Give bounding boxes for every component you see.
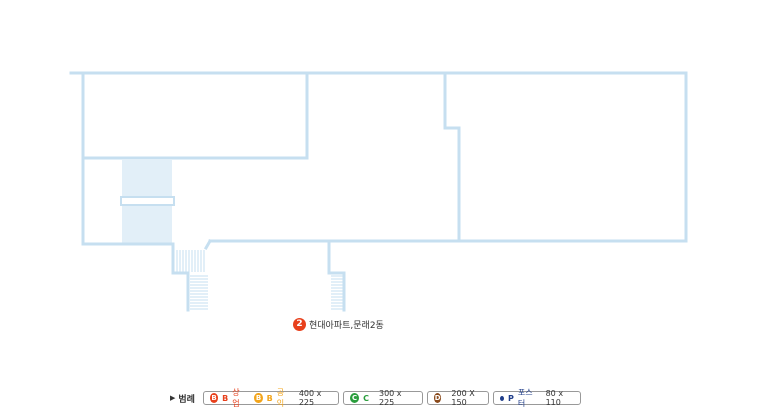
legend: ▶ 범례 B B 상업 B B 공익 400 x 225 C C 300 x 2… bbox=[170, 388, 581, 408]
legend-letter-b-public: B bbox=[266, 393, 273, 403]
wall-left bbox=[81, 71, 175, 246]
exit-right bbox=[327, 239, 346, 312]
room-upper-left bbox=[81, 71, 309, 160]
legend-letter-c: C bbox=[363, 393, 369, 403]
legend-item-p: P 포스터 80 x 110 bbox=[492, 388, 581, 408]
badge-c-icon: C bbox=[349, 393, 360, 403]
badge-b-icon: B bbox=[209, 393, 219, 403]
legend-text-commercial: 상업 bbox=[232, 388, 240, 408]
station-label: 현대아파트,문래2동 bbox=[309, 321, 384, 331]
legend-letter-p: P bbox=[507, 393, 514, 403]
bullet-icon bbox=[499, 395, 504, 401]
legend-text-poster: 포스터 bbox=[517, 388, 533, 408]
wall-top bbox=[69, 71, 688, 243]
station-number-badge: 2 bbox=[293, 318, 306, 331]
legend-title-text: 범례 bbox=[178, 394, 195, 405]
legend-item-d: D 200 X 150 bbox=[426, 389, 489, 407]
legend-size-b: 400 x 225 bbox=[298, 389, 322, 407]
room-divider-right bbox=[443, 71, 461, 243]
stairs-upper bbox=[122, 160, 172, 243]
legend-size-p: 80 x 110 bbox=[545, 389, 564, 407]
corridor-left-inner bbox=[203, 238, 213, 251]
triangle-right-icon: ▶ bbox=[170, 394, 176, 402]
stairs-lower-left bbox=[176, 250, 208, 310]
legend-item-c: C C 300 x 225 bbox=[342, 389, 423, 407]
legend-size-c: 300 x 225 bbox=[378, 389, 402, 407]
stair-landing bbox=[120, 196, 175, 206]
corridor-edge bbox=[171, 242, 190, 312]
stairs-lower-right bbox=[331, 275, 343, 310]
badge-d-icon: D bbox=[433, 393, 442, 403]
badge-b-public-icon: B bbox=[254, 393, 263, 403]
legend-text-public: 공익 bbox=[276, 388, 285, 408]
legend-size-d: 200 X 150 bbox=[451, 389, 475, 407]
legend-item-b: B B 상업 B B 공익 400 x 225 bbox=[202, 388, 339, 408]
station-marker[interactable]: 2 현대아파트,문래2동 bbox=[293, 318, 384, 331]
legend-letter-b: B bbox=[222, 393, 229, 403]
legend-title: ▶ 범례 bbox=[170, 392, 195, 405]
